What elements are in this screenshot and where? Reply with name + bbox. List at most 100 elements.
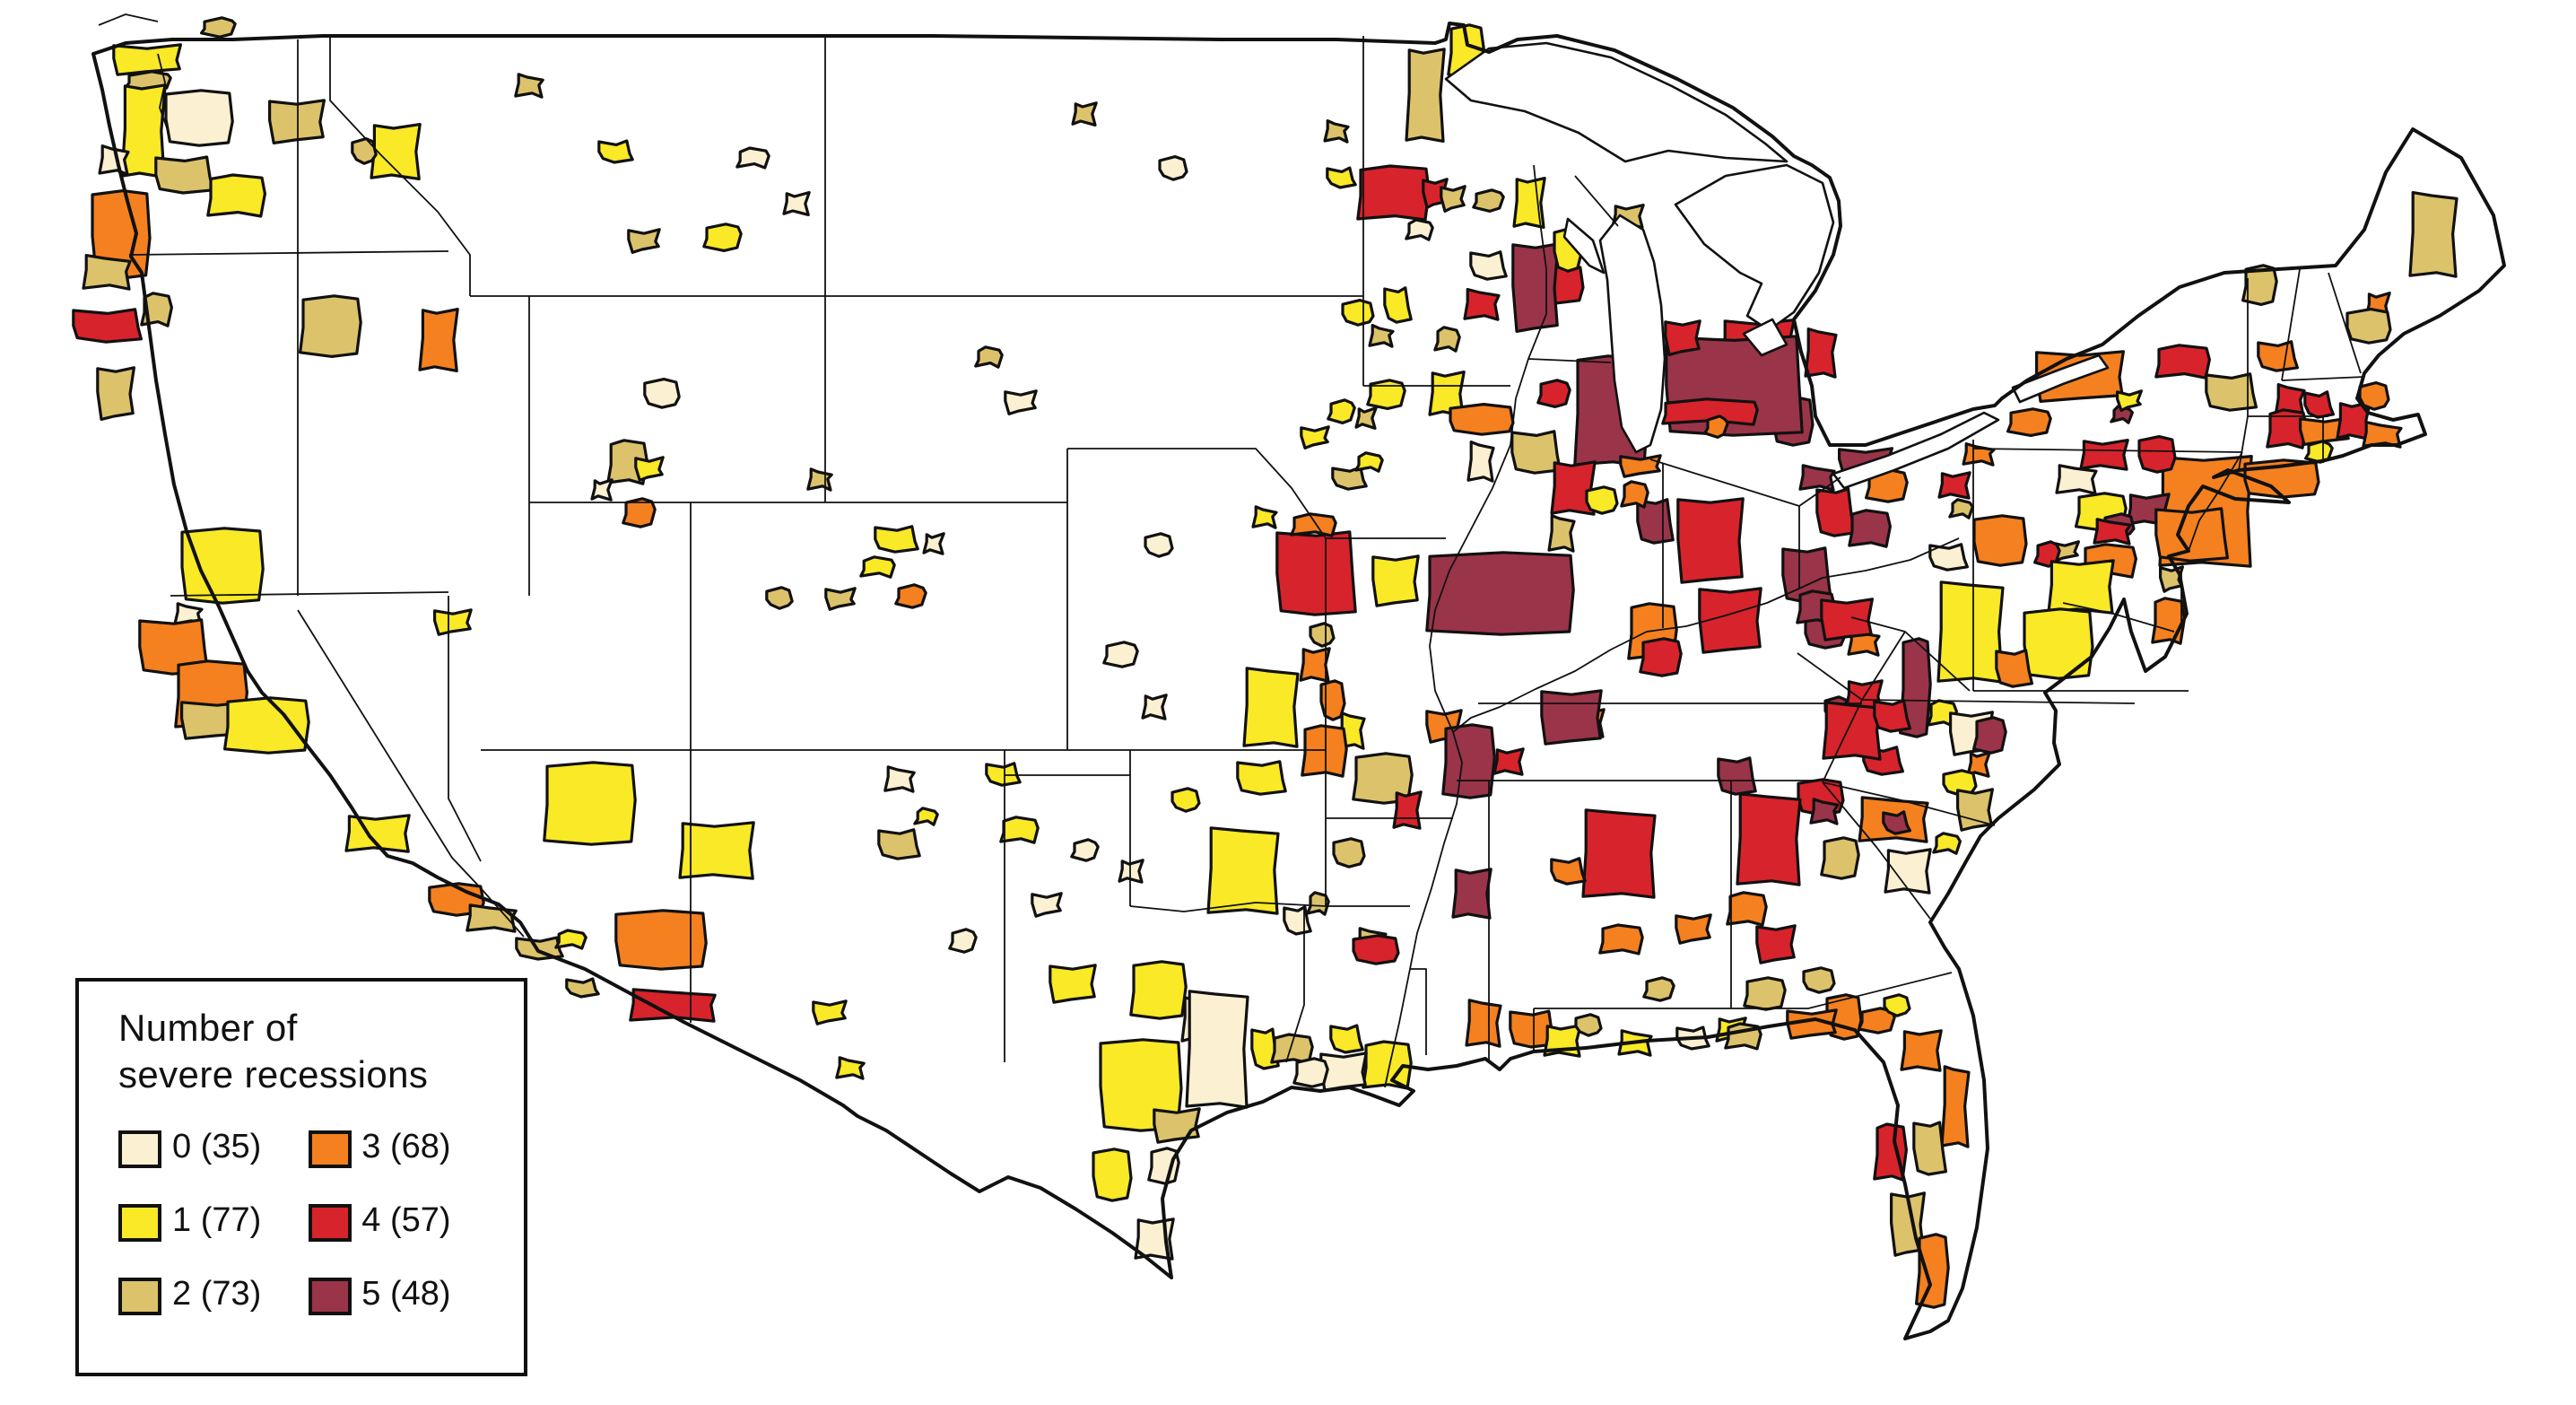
map-region-level-2: [351, 137, 378, 165]
state-border-line: [297, 609, 525, 938]
map-region-level-2: [877, 828, 921, 860]
state-border-line: [157, 53, 170, 134]
map-region-level-1: [1242, 667, 1300, 748]
legend-title-line2: severe recessions: [118, 1055, 429, 1096]
great-lake-4: [1742, 318, 1788, 357]
map-region-level-1: [554, 929, 587, 950]
map-region-level-1: [859, 555, 896, 579]
map-region-level-4: [1820, 598, 1874, 641]
state-border-line: [1285, 906, 1305, 1063]
map-region-level-1: [1354, 451, 1384, 473]
legend: Number of severe recessions 0 (35) 1 (77…: [75, 978, 527, 1376]
state-border-line: [329, 36, 471, 296]
legend-label-1: 1 (77): [172, 1202, 262, 1240]
map-region-level-2: [1440, 185, 1466, 213]
state-border-line: [1384, 164, 1547, 1088]
map-region-level-3: [1900, 1029, 1943, 1072]
map-region-level-2: [299, 294, 362, 358]
map-region-level-4: [1550, 460, 1597, 516]
map-region-level-1: [1326, 166, 1357, 189]
map-region-level-3: [1786, 1008, 1838, 1040]
map-region-level-5: [1425, 551, 1575, 636]
map-region-level-3: [2257, 340, 2299, 372]
map-region-level-1: [206, 173, 266, 218]
map-region-level-2: [268, 99, 326, 144]
state-border-line: [1129, 902, 1327, 912]
state-border-line: [1822, 699, 1863, 783]
map-region-level-4: [629, 988, 717, 1023]
map-region-level-0: [1144, 532, 1174, 558]
state-border-line: [1534, 972, 1953, 1009]
map-region-level-4: [1661, 397, 1759, 426]
map-region-level-1: [180, 527, 265, 605]
map-region-level-5: [1540, 689, 1603, 746]
map-region-level-2: [2408, 191, 2459, 278]
state-border-line: [128, 250, 449, 256]
map-region-level-4: [1536, 379, 1571, 408]
map-region-level-1: [223, 696, 310, 755]
map-region-level-2: [1153, 1107, 1201, 1144]
map-region-level-4: [1676, 497, 1745, 584]
map-region-level-0: [2055, 464, 2098, 495]
map-region-level-1: [1049, 964, 1097, 1004]
map-region-level-0: [883, 765, 916, 793]
state-border-line: [1527, 358, 1612, 363]
map-region-level-0: [1070, 838, 1100, 862]
great-lake-2: [1562, 217, 1606, 275]
state-border-line: [2281, 268, 2301, 381]
great-lake-6: [2011, 353, 2110, 404]
map-region-level-4: [2303, 390, 2335, 419]
map-region-level-4: [2266, 408, 2308, 449]
map-region-level-3: [1966, 751, 1991, 778]
map-region-level-1: [1932, 832, 1962, 855]
map-region-level-1: [1371, 554, 1420, 607]
map-region-level-3: [91, 189, 152, 280]
map-region-level-0: [1031, 892, 1063, 918]
map-region-level-2: [627, 228, 661, 254]
state-border-line: [2328, 272, 2362, 374]
legend-item-3: 3 (68): [308, 1129, 451, 1168]
map-region-level-0: [1466, 441, 1495, 483]
map-region-level-5: [1441, 723, 1496, 799]
map-region-level-0: [782, 191, 811, 216]
map-region-level-2: [200, 16, 237, 39]
map-region-level-0: [1185, 990, 1249, 1109]
map-region-level-3: [622, 497, 657, 528]
map-region-level-3: [1915, 1233, 1950, 1309]
map-region-level-3: [1550, 857, 1587, 886]
map-region-level-1: [2116, 389, 2143, 412]
great-lake-5: [1832, 411, 2000, 490]
map-region-level-0: [1147, 1147, 1180, 1185]
map-region-level-0: [590, 478, 614, 502]
map-region-level-5: [1798, 464, 1836, 492]
map-region-level-5: [1809, 798, 1840, 825]
great-lake-3: [1674, 163, 1835, 332]
map-region-level-0: [735, 146, 770, 170]
map-region-level-5: [1717, 756, 1757, 796]
map-region-level-1: [1366, 379, 1406, 410]
map-region-level-3: [1675, 913, 1712, 945]
map-region-level-2: [2241, 264, 2278, 306]
legend-item-5: 5 (48): [308, 1276, 451, 1315]
map-region-level-2: [1547, 514, 1576, 553]
map-region-level-3: [1972, 514, 2028, 567]
map-region-level-2: [1743, 976, 1787, 1011]
legend-swatch-3-icon: [308, 1130, 352, 1167]
state-border-line: [1822, 781, 1931, 920]
map-region-level-2: [974, 345, 1004, 369]
legend-item-0: 0 (35): [118, 1129, 261, 1168]
map-region-level-5: [1451, 868, 1493, 920]
map-region-level-3: [1858, 1007, 1896, 1034]
map-region-level-1: [1936, 580, 2005, 684]
map-region-level-3: [2362, 421, 2403, 449]
map-region-level-3: [2358, 381, 2390, 411]
map-region-level-1: [1585, 485, 1619, 515]
map-region-level-4: [72, 308, 143, 344]
map-region-level-3: [1703, 415, 1729, 439]
map-region-level-4: [1736, 792, 1802, 886]
map-region-level-2: [1574, 1013, 1603, 1037]
map-region-level-3: [1301, 724, 1348, 778]
map-region-level-2: [466, 903, 518, 933]
map-region-level-2: [2345, 308, 2392, 345]
